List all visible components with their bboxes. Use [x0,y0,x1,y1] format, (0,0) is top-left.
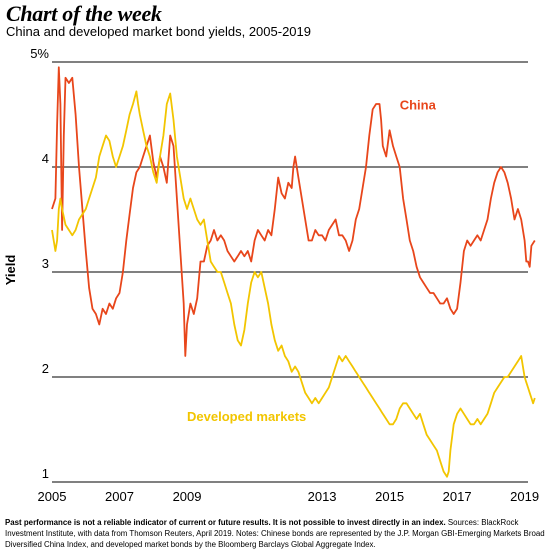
y-tick-label: 3 [42,256,49,271]
y-tick-label: 2 [42,361,49,376]
page-title: Chart of the week [6,1,162,26]
y-tick-label: 1 [42,466,49,481]
x-tick-label: 2007 [105,489,134,504]
footnote-disclaimer: Past performance is not a reliable indic… [5,518,446,527]
x-tick-label: 2019 [510,489,539,504]
x-tick-label: 2015 [375,489,404,504]
series-lines [51,66,536,478]
series-line-developed-markets [51,90,536,478]
series-label: Developed markets [187,409,306,424]
x-tick-label: 2005 [38,489,67,504]
y-axis-label: Yield [3,255,18,286]
axis-tick-labels: 1 2 3 4 5% 2005 2007 2009 2013 2015 2017 2019 [30,46,539,504]
series-label: China [400,97,437,112]
footnote-sources: Sources: BlackRock Investment Institute,… [5,518,545,549]
x-tick-label: 2009 [173,489,202,504]
page-subtitle: China and developed market bond yields, … [6,24,311,39]
y-tick-label: 4 [42,151,49,166]
series-labels: China Developed markets [187,97,437,424]
x-tick-label: 2013 [308,489,337,504]
grid-lines [52,61,528,483]
x-tick-label: 2017 [443,489,472,504]
series-line-china [51,66,536,357]
y-tick-label: 5% [30,46,49,61]
footnote: Past performance is not a reliable indic… [5,518,545,550]
